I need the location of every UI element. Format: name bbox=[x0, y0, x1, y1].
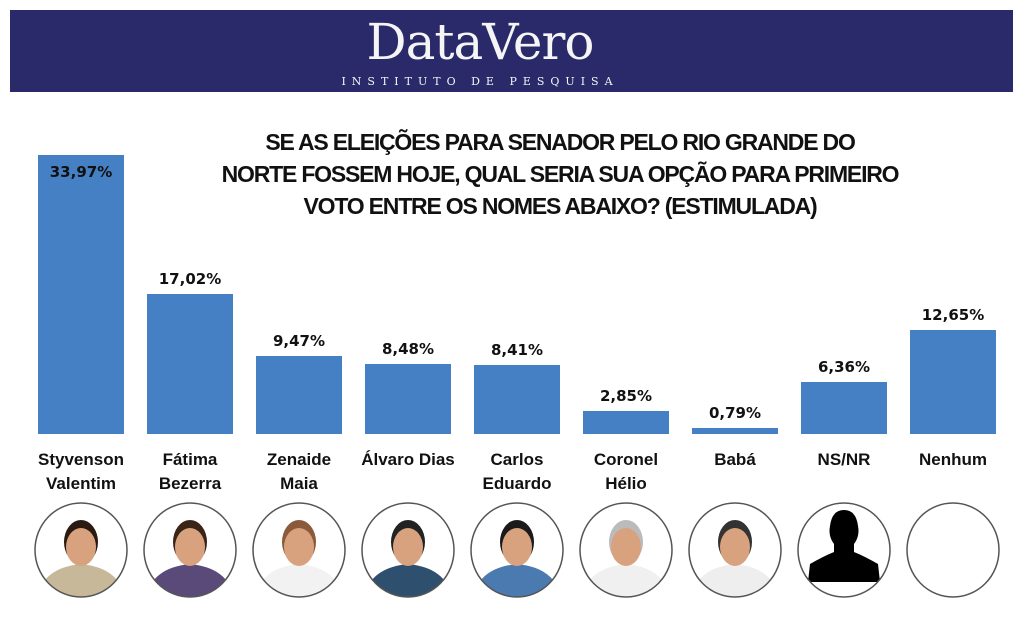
silhouette-icon bbox=[797, 502, 891, 598]
bar bbox=[474, 364, 560, 434]
chart-title-line: SE AS ELEIÇÕES PARA SENADOR PELO RIO GRA… bbox=[265, 129, 856, 155]
empty-photo-circle bbox=[906, 502, 1000, 598]
bar bbox=[256, 356, 342, 434]
value-label: 9,47% bbox=[272, 332, 326, 351]
category-label: NS/NR bbox=[817, 450, 871, 469]
bar bbox=[147, 294, 233, 434]
bar bbox=[365, 364, 451, 434]
candidate-photo bbox=[252, 502, 346, 598]
category-label: Valentim bbox=[46, 474, 116, 493]
bar bbox=[692, 427, 778, 434]
category-label: Eduardo bbox=[482, 474, 552, 493]
category-label: Carlos bbox=[490, 450, 544, 469]
candidate-photo bbox=[688, 502, 782, 598]
chart-title-line: VOTO ENTRE OS NOMES ABAIXO? (ESTIMULADA) bbox=[303, 193, 818, 219]
candidate-photo bbox=[34, 502, 128, 598]
value-label: 33,97% bbox=[49, 163, 113, 181]
category-label: Fátima bbox=[162, 450, 218, 469]
category-label: Maia bbox=[280, 474, 318, 493]
candidate-photo bbox=[361, 502, 455, 598]
category-label: Babá bbox=[714, 450, 756, 469]
category-label: Zenaide bbox=[266, 450, 332, 469]
category-label: Styvenson bbox=[38, 450, 124, 469]
logo-text: DataVero bbox=[366, 13, 595, 71]
logo-subtitle: INSTITUTO DE PESQUISA bbox=[341, 75, 619, 88]
bar bbox=[38, 155, 124, 434]
category-label: Bezerra bbox=[158, 474, 222, 493]
category-label: Coronel bbox=[593, 450, 659, 469]
chart-title-line: NORTE FOSSEM HOJE, QUAL SERIA SUA OPÇÃO … bbox=[221, 161, 900, 187]
candidate-photos bbox=[34, 502, 1000, 598]
bar bbox=[910, 330, 996, 434]
value-label: 8,48% bbox=[381, 340, 435, 359]
bar bbox=[801, 381, 887, 434]
value-label: 12,65% bbox=[921, 306, 985, 325]
value-label: 0,79% bbox=[708, 403, 762, 422]
candidate-photo bbox=[470, 502, 564, 598]
value-label: 17,02% bbox=[158, 270, 222, 289]
category-label: Hélio bbox=[605, 474, 647, 493]
category-label: Nenhum bbox=[919, 450, 987, 469]
header-banner bbox=[10, 10, 1013, 92]
bar bbox=[583, 410, 669, 434]
candidate-photo bbox=[143, 502, 237, 598]
candidate-photo bbox=[579, 502, 673, 598]
value-label: 8,41% bbox=[490, 340, 544, 359]
category-label: Álvaro Dias bbox=[361, 450, 455, 469]
value-label: 6,36% bbox=[817, 357, 871, 376]
value-label: 2,85% bbox=[599, 386, 653, 405]
